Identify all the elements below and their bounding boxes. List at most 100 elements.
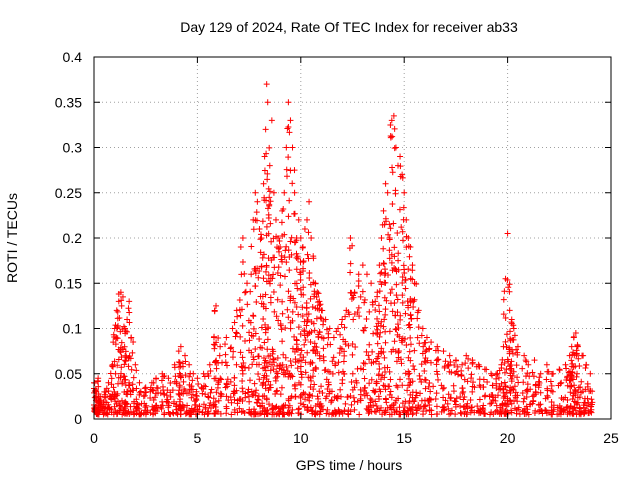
data-point — [292, 381, 299, 388]
data-point — [260, 275, 267, 282]
data-point — [568, 372, 575, 379]
data-point — [267, 198, 274, 205]
data-point — [246, 406, 253, 413]
data-point — [130, 411, 137, 418]
data-point — [353, 379, 360, 386]
data-point — [375, 393, 382, 400]
data-point — [298, 371, 305, 378]
data-point — [272, 404, 279, 411]
data-point — [117, 374, 124, 381]
data-point — [425, 383, 432, 390]
data-point — [279, 298, 286, 305]
data-point — [505, 284, 512, 291]
data-point — [361, 296, 368, 303]
data-point — [327, 341, 334, 348]
data-point — [588, 396, 595, 403]
data-point — [330, 334, 337, 341]
data-point — [153, 384, 160, 391]
data-point — [165, 375, 172, 382]
data-point — [389, 308, 396, 315]
data-point — [399, 382, 406, 389]
data-point — [288, 362, 295, 369]
data-point — [274, 387, 281, 394]
data-point — [504, 395, 511, 402]
data-point — [293, 266, 300, 273]
data-point — [398, 224, 405, 231]
data-point — [394, 296, 401, 303]
data-point — [95, 383, 102, 390]
data-point — [414, 334, 421, 341]
data-point — [511, 332, 518, 339]
data-point — [267, 384, 274, 391]
data-point — [104, 411, 111, 418]
data-point — [333, 394, 340, 401]
data-point — [461, 393, 468, 400]
data-point — [294, 346, 301, 353]
data-point — [137, 388, 144, 395]
data-point — [535, 384, 542, 391]
data-point — [207, 400, 214, 407]
data-point — [302, 337, 309, 344]
data-point — [259, 344, 266, 351]
data-point — [433, 411, 440, 418]
data-point — [213, 357, 220, 364]
data-point — [567, 389, 574, 396]
data-point — [434, 343, 441, 350]
y-tick-label: 0.2 — [63, 230, 83, 246]
data-point — [250, 325, 257, 332]
data-point — [326, 369, 333, 376]
y-tick-label: 0.05 — [55, 366, 82, 382]
data-point — [356, 411, 363, 418]
data-point — [503, 344, 510, 351]
data-point — [447, 394, 454, 401]
data-point — [254, 396, 261, 403]
data-point — [407, 312, 414, 319]
data-point — [351, 290, 358, 297]
data-point — [524, 381, 531, 388]
data-point — [395, 257, 402, 264]
data-point — [224, 376, 231, 383]
data-point — [263, 81, 270, 88]
data-point — [382, 180, 389, 187]
data-point — [223, 393, 230, 400]
data-point — [402, 310, 409, 317]
data-point — [499, 356, 506, 363]
data-point — [432, 395, 439, 402]
data-point — [237, 349, 244, 356]
data-point — [400, 204, 407, 211]
data-point — [180, 390, 187, 397]
data-point — [180, 378, 187, 385]
data-point — [457, 409, 464, 416]
data-point — [250, 226, 257, 233]
data-point — [316, 329, 323, 336]
data-point — [376, 262, 383, 269]
data-point — [167, 393, 174, 400]
data-point — [357, 395, 364, 402]
data-point — [273, 313, 280, 320]
data-point — [266, 188, 273, 195]
data-point — [563, 365, 570, 372]
data-point — [386, 328, 393, 335]
data-point — [178, 407, 185, 414]
data-point — [102, 391, 109, 398]
data-point — [268, 117, 275, 124]
data-point — [380, 207, 387, 214]
data-point — [275, 235, 282, 241]
data-point — [286, 197, 293, 204]
data-point — [397, 376, 404, 383]
data-point — [347, 260, 354, 267]
data-point — [564, 397, 571, 404]
data-point — [442, 397, 449, 404]
data-point — [266, 401, 273, 408]
data-point — [357, 293, 364, 300]
x-tick-label: 5 — [194, 430, 202, 446]
data-point — [391, 338, 398, 345]
data-point — [392, 326, 399, 333]
data-point — [384, 271, 391, 278]
data-point — [310, 347, 317, 354]
data-point — [362, 360, 369, 367]
data-point — [306, 391, 313, 398]
data-point — [310, 373, 317, 380]
data-point — [574, 343, 581, 350]
data-point — [422, 385, 429, 392]
